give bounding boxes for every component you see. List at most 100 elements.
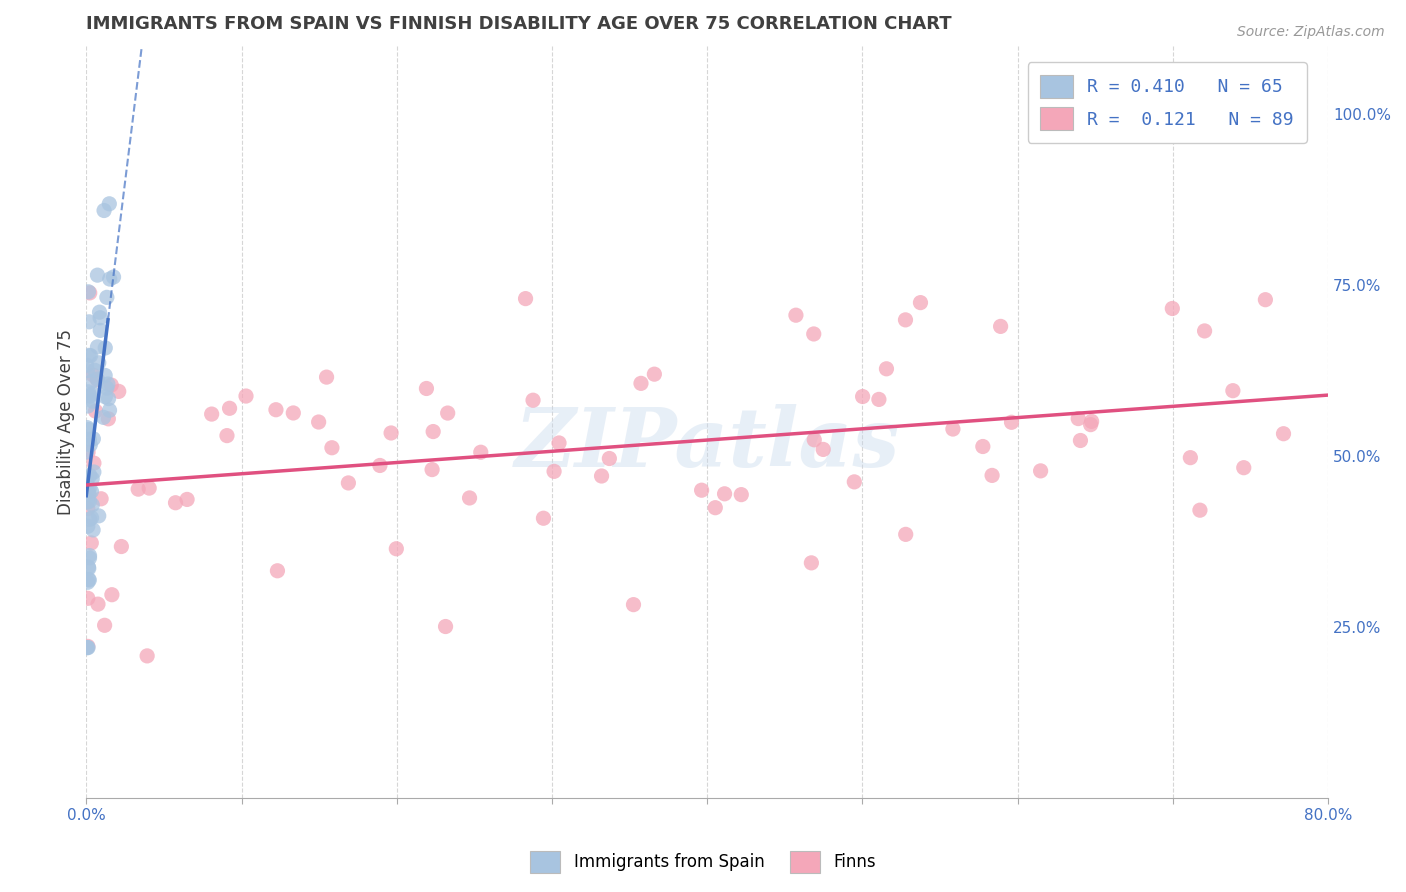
Point	[89, 310, 111, 325]
Point	[82, 523, 104, 537]
Point	[80, 375, 103, 389]
Point	[264, 402, 287, 417]
Point	[77, 561, 100, 575]
Point	[77, 315, 100, 329]
Point	[894, 313, 917, 327]
Point	[1233, 460, 1256, 475]
Point	[981, 468, 1004, 483]
Point	[79, 551, 101, 566]
Point	[77, 432, 100, 446]
Point	[215, 428, 238, 442]
Point	[77, 573, 100, 587]
Point	[380, 425, 402, 440]
Point	[165, 496, 187, 510]
Point	[1000, 415, 1022, 429]
Point	[730, 488, 752, 502]
Point	[77, 348, 100, 362]
Point	[77, 640, 100, 655]
Point	[76, 591, 98, 606]
Point	[79, 573, 101, 587]
Point	[470, 445, 492, 459]
Point	[522, 393, 544, 408]
Point	[77, 445, 100, 459]
Point	[548, 436, 571, 450]
Point	[76, 519, 98, 533]
Point	[868, 392, 890, 407]
Point	[86, 268, 108, 282]
Point	[77, 423, 100, 437]
Point	[76, 640, 98, 655]
Point	[94, 390, 117, 404]
Point	[713, 487, 735, 501]
Point	[77, 285, 100, 299]
Point	[283, 406, 305, 420]
Point	[1067, 411, 1090, 425]
Point	[704, 500, 727, 515]
Point	[630, 376, 652, 391]
Point	[598, 451, 620, 466]
Point	[436, 406, 458, 420]
Point	[76, 640, 98, 654]
Point	[82, 432, 104, 446]
Point	[543, 464, 565, 478]
Point	[110, 540, 132, 554]
Point	[643, 367, 665, 381]
Point	[176, 492, 198, 507]
Point	[785, 308, 807, 322]
Point	[368, 458, 391, 473]
Point	[98, 272, 121, 286]
Point	[80, 536, 103, 550]
Point	[415, 382, 437, 396]
Point	[98, 196, 121, 211]
Point	[201, 407, 224, 421]
Point	[533, 511, 555, 525]
Point	[83, 465, 105, 479]
Point	[96, 381, 118, 395]
Point	[235, 389, 257, 403]
Point	[82, 368, 104, 382]
Point	[1161, 301, 1184, 316]
Point	[76, 399, 98, 413]
Point	[83, 456, 105, 470]
Point	[79, 549, 101, 563]
Text: ZIPatlas: ZIPatlas	[515, 404, 900, 484]
Point	[103, 270, 125, 285]
Point	[1080, 417, 1102, 432]
Point	[1069, 434, 1091, 448]
Point	[422, 425, 444, 439]
Point	[385, 541, 408, 556]
Point	[942, 422, 965, 436]
Point	[218, 401, 240, 416]
Point	[894, 527, 917, 541]
Point	[434, 619, 457, 633]
Point	[138, 481, 160, 495]
Point	[77, 485, 100, 500]
Point	[82, 498, 104, 512]
Point	[97, 377, 120, 392]
Point	[98, 403, 121, 417]
Point	[76, 420, 98, 434]
Y-axis label: Disability Age Over 75: Disability Age Over 75	[58, 329, 75, 515]
Point	[84, 404, 107, 418]
Point	[89, 305, 111, 319]
Point	[79, 468, 101, 483]
Point	[77, 487, 100, 501]
Point	[87, 597, 110, 611]
Point	[93, 203, 115, 218]
Point	[80, 511, 103, 525]
Point	[86, 340, 108, 354]
Point	[76, 640, 98, 655]
Point	[420, 462, 443, 476]
Point	[79, 389, 101, 403]
Point	[82, 472, 104, 486]
Point	[1029, 464, 1052, 478]
Point	[77, 384, 100, 399]
Text: Source: ZipAtlas.com: Source: ZipAtlas.com	[1237, 25, 1385, 39]
Point	[87, 508, 110, 523]
Point	[90, 491, 112, 506]
Point	[136, 648, 159, 663]
Point	[591, 469, 613, 483]
Point	[1272, 426, 1295, 441]
Point	[94, 341, 117, 355]
Point	[86, 372, 108, 386]
